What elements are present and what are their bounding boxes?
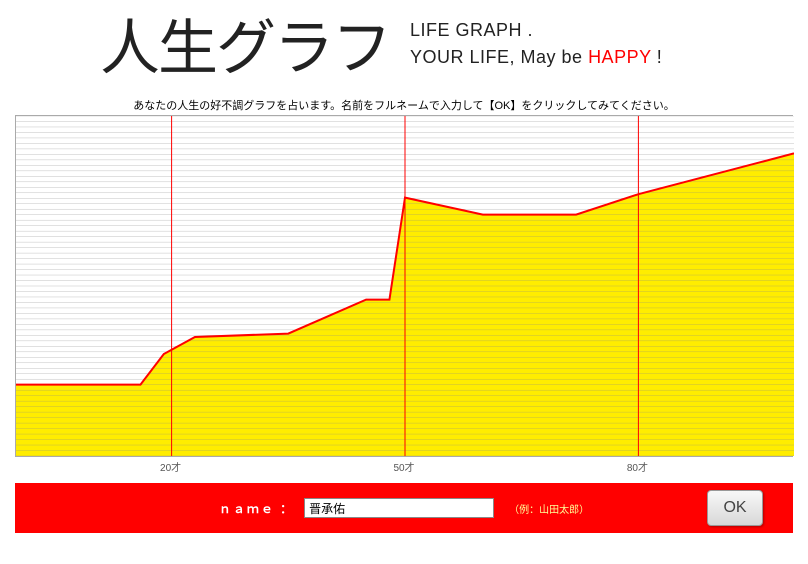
x-axis-label: 80才 [627,459,648,474]
life-graph-chart [15,115,793,457]
description-text: あなたの人生の好不調グラフを占います。名前をフルネームで入力して【OK】をクリッ… [0,97,808,113]
input-bar: ｎａｍｅ ： （例：山田太郎） OK [15,483,793,533]
x-axis-label: 50才 [393,459,414,474]
x-axis-labels: 20才 50才 80才 [15,457,793,475]
title-japanese: 人生グラフ [100,0,390,87]
happy-word: HAPPY [588,47,651,67]
title-english: LIFE GRAPH . YOUR LIFE, May be HAPPY ! [410,17,662,71]
title-en-line1: LIFE GRAPH . [410,17,662,44]
example-hint: （例：山田太郎） [509,501,589,516]
x-axis-label: 20才 [160,459,181,474]
name-label: ｎａｍｅ ： [219,500,294,517]
header: 人生グラフ LIFE GRAPH . YOUR LIFE, May be HAP… [0,0,808,92]
ok-button[interactable]: OK [707,490,763,526]
name-input[interactable] [304,498,494,518]
chart-svg [16,116,794,456]
title-en-line2: YOUR LIFE, May be HAPPY ! [410,44,662,71]
